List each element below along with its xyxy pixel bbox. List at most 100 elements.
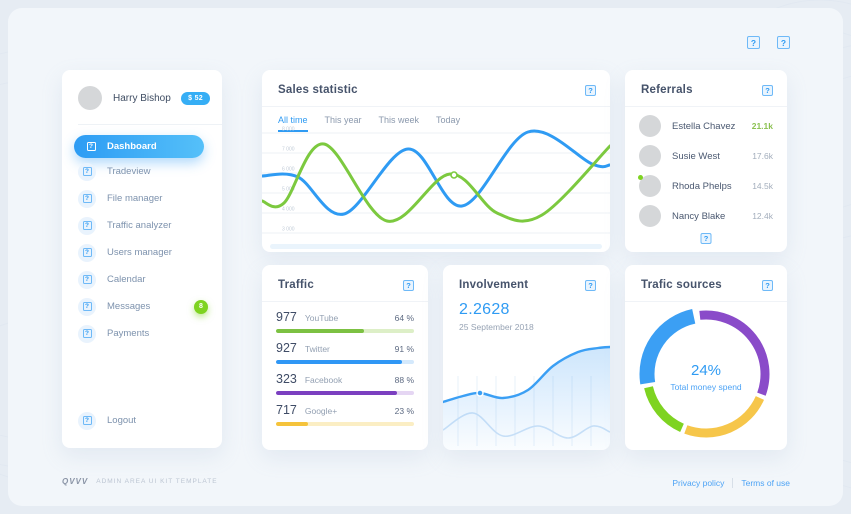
- progress-track: [276, 391, 414, 395]
- sidebar-item-label: Users manager: [107, 247, 172, 258]
- dashboard-icon: ?: [84, 140, 98, 154]
- traffic-count: 323: [276, 372, 297, 386]
- traffic-percent: 64 %: [394, 313, 414, 323]
- sales-period-tabs: All time This year This week Today: [262, 107, 610, 132]
- progress-track: [276, 329, 414, 333]
- svg-text:8 000: 8 000: [282, 127, 295, 133]
- card-options-icon[interactable]: ?: [585, 279, 596, 291]
- app-panel: ? ? Harry Bishop $ 52 ? Dashboard ? Trad…: [8, 8, 843, 506]
- sidebar-item-users-manager[interactable]: ? Users manager: [62, 239, 222, 266]
- balance-badge: $ 52: [181, 91, 210, 105]
- tab-today[interactable]: Today: [436, 115, 461, 125]
- sidebar-nav: ? Dashboard ? Tradeview ? File manager ?…: [62, 125, 222, 347]
- tab-this-year[interactable]: This year: [324, 115, 362, 125]
- card-title: Involvement: [459, 279, 529, 291]
- sidebar-item-label: Logout: [107, 415, 137, 426]
- sidebar-item-traffic-analyzer[interactable]: ? Traffic analyzer: [62, 212, 222, 239]
- card-title: Traffic: [278, 279, 314, 291]
- divider: [78, 124, 222, 125]
- referral-row[interactable]: Susie West 17.6k: [625, 141, 787, 171]
- referral-row[interactable]: Rhoda Phelps 14.5k: [625, 171, 787, 201]
- sidebar-item-file-manager[interactable]: ? File manager: [62, 185, 222, 212]
- progress-fill: [276, 422, 308, 426]
- referrals-card: Referrals ? Estella Chavez 21.1k Susie W…: [625, 70, 787, 252]
- referral-value: 12.4k: [752, 211, 773, 221]
- referral-name: Nancy Blake: [672, 210, 726, 222]
- sidebar: Harry Bishop $ 52 ? Dashboard ? Tradevie…: [62, 70, 222, 448]
- traffic-row-google-plus: 717 Google+ 23 %: [262, 395, 428, 426]
- card-options-icon[interactable]: ?: [762, 279, 773, 291]
- chart-scrollbar[interactable]: [270, 244, 602, 249]
- avatar: [639, 115, 661, 137]
- privacy-policy-link[interactable]: Privacy policy: [672, 478, 725, 488]
- progress-fill: [276, 329, 365, 333]
- settings-icon[interactable]: ?: [777, 36, 790, 49]
- sidebar-item-label: Payments: [107, 328, 150, 339]
- traffic-source-label: YouTube: [304, 313, 339, 323]
- traffic-source-label: Twitter: [304, 344, 330, 354]
- tab-all-time[interactable]: All time: [278, 115, 308, 132]
- sidebar-item-messages[interactable]: ? Messages 8: [62, 293, 222, 320]
- sales-line-chart: 8 000 7 000 6 000 5 000 4 000 3 000: [262, 127, 610, 234]
- involvement-card: Involvement ? 2.2628 25 September 2018: [443, 265, 610, 450]
- card-title: Referrals: [641, 84, 693, 96]
- avatar: [639, 205, 661, 227]
- footer-brand: QVVV ADMIN AREA UI KIT TEMPLATE: [62, 477, 218, 486]
- referral-row[interactable]: Nancy Blake 12.4k: [625, 201, 787, 231]
- progress-track: [276, 422, 414, 426]
- calendar-icon: ?: [78, 270, 96, 289]
- svg-text:5 000: 5 000: [282, 187, 295, 193]
- referral-value: 17.6k: [752, 151, 773, 161]
- svg-text:6 000: 6 000: [282, 167, 295, 173]
- progress-track: [276, 360, 414, 364]
- progress-fill: [276, 360, 402, 364]
- card-options-icon[interactable]: ?: [762, 84, 773, 96]
- donut-chart-wrap: 24% Total money spend: [638, 306, 774, 447]
- traffic-card: Traffic ? 977 YouTube 64 % 927 Twitter 9…: [262, 265, 428, 450]
- sidebar-item-dashboard[interactable]: ? Dashboard: [74, 135, 204, 158]
- tab-this-week[interactable]: This week: [378, 115, 420, 125]
- sidebar-item-label: Messages: [107, 301, 151, 312]
- sidebar-item-label: Dashboard: [107, 141, 157, 152]
- messages-count-badge: 8: [194, 299, 208, 314]
- traffic-source-label: Google+: [304, 406, 338, 416]
- card-options-icon[interactable]: ?: [403, 279, 414, 291]
- traffic-count: 977: [276, 310, 297, 324]
- sidebar-item-tradeview[interactable]: ? Tradeview: [62, 158, 222, 185]
- sidebar-item-label: Traffic analyzer: [107, 220, 172, 231]
- referral-name: Estella Chavez: [672, 120, 736, 132]
- sidebar-item-calendar[interactable]: ? Calendar: [62, 266, 222, 293]
- referral-name: Susie West: [672, 150, 720, 162]
- terms-of-use-link[interactable]: Terms of use: [741, 478, 790, 488]
- card-options-icon[interactable]: ?: [585, 84, 596, 96]
- user-name: Harry Bishop: [113, 92, 171, 104]
- notifications-icon[interactable]: ?: [747, 36, 760, 49]
- svg-text:7 000: 7 000: [282, 147, 295, 153]
- divider: [732, 478, 734, 488]
- sidebar-item-label: Calendar: [107, 274, 146, 285]
- users-manager-icon: ?: [78, 243, 96, 262]
- sidebar-item-logout[interactable]: ? Logout: [62, 407, 222, 434]
- referral-name: Rhoda Phelps: [672, 180, 732, 192]
- referral-row[interactable]: Estella Chavez 21.1k: [625, 111, 787, 141]
- online-dot: [638, 175, 643, 180]
- avatar: [639, 145, 661, 167]
- card-title: Sales statistic: [278, 84, 358, 96]
- user-profile[interactable]: Harry Bishop $ 52: [62, 70, 222, 124]
- avatar: [638, 175, 661, 197]
- load-more-icon[interactable]: ?: [700, 233, 712, 244]
- referrals-list: Estella Chavez 21.1k Susie West 17.6k Rh…: [625, 107, 787, 231]
- traffic-row-facebook: 323 Facebook 88 %: [262, 364, 428, 395]
- involvement-area-chart: [443, 345, 610, 450]
- svg-text:4 000: 4 000: [282, 207, 295, 213]
- progress-fill: [276, 391, 398, 395]
- traffic-row-twitter: 927 Twitter 91 %: [262, 333, 428, 364]
- traffic-analyzer-icon: ?: [78, 216, 96, 235]
- sales-statistic-card: Sales statistic ? All time This year Thi…: [262, 70, 610, 252]
- messages-icon: ?: [78, 297, 96, 316]
- traffic-count: 717: [276, 403, 297, 417]
- traffic-count: 927: [276, 341, 297, 355]
- traffic-percent: 88 %: [394, 375, 414, 385]
- sidebar-item-payments[interactable]: ? Payments: [62, 320, 222, 347]
- traffic-sources-donut: [639, 308, 770, 438]
